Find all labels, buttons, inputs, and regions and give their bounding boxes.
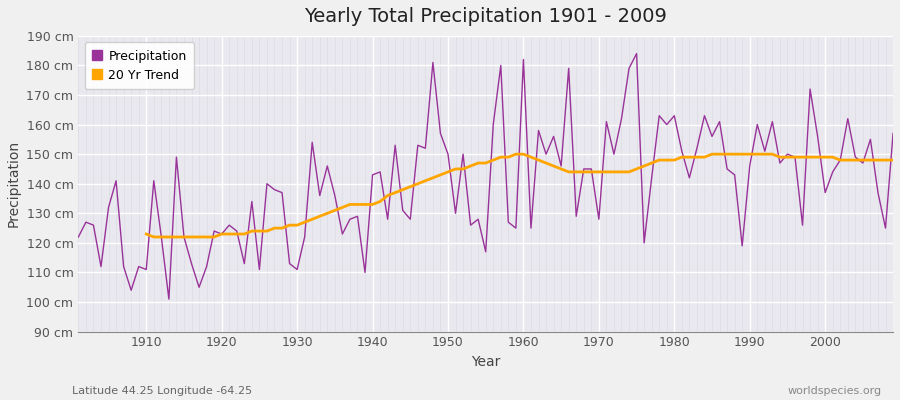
X-axis label: Year: Year xyxy=(471,355,500,369)
Text: worldspecies.org: worldspecies.org xyxy=(788,386,882,396)
Title: Yearly Total Precipitation 1901 - 2009: Yearly Total Precipitation 1901 - 2009 xyxy=(304,7,667,26)
Text: Latitude 44.25 Longitude -64.25: Latitude 44.25 Longitude -64.25 xyxy=(72,386,252,396)
Legend: Precipitation, 20 Yr Trend: Precipitation, 20 Yr Trend xyxy=(85,42,194,89)
Y-axis label: Precipitation: Precipitation xyxy=(7,140,21,227)
